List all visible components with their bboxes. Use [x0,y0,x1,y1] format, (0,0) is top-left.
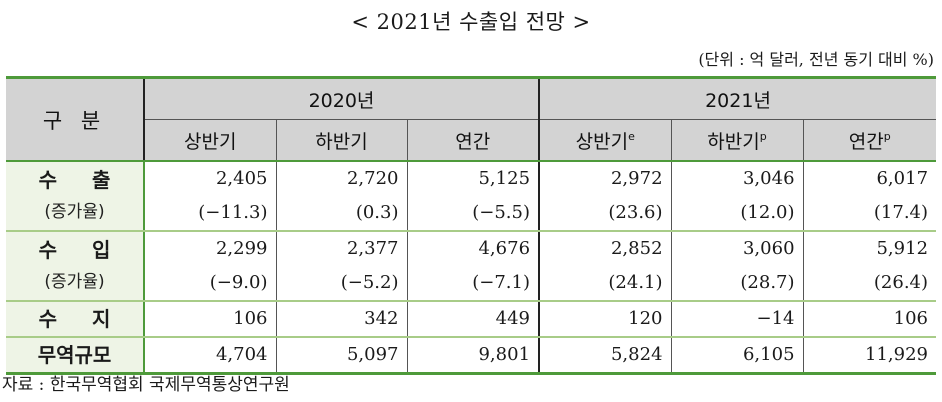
table-cell: 9,801 [407,337,541,375]
table-cell: 449 [407,301,541,338]
table-cell: 5,824 [539,337,672,375]
table-row-balance: 수 지 106 342 449 120 −14 106 [6,301,937,338]
table-cell: 5,097 [276,337,408,375]
table-cell: 120 [539,301,672,338]
table-row-imports: 수 입 (증가율) 2,299 (−9.0) 2,377 (−5.2) 4,676(… [6,231,937,302]
table-cell: 2,972 (23.6) [539,161,672,232]
row-label: 수 입 (증가율) [6,231,145,302]
table-title: < 2021년 수출입 전망 > [351,10,591,34]
period-header: 상반기e [539,119,672,162]
table-cell: 5,912 (26.4) [803,231,937,302]
period-header: 상반기 [144,119,277,162]
period-header: 연간 [407,119,541,162]
period-header: 하반기 [276,119,408,162]
trade-outlook-table: 구 분 2020년 2021년 상반기 하반기 연간 상반기e 하반기p 연간p… [6,76,937,375]
table-row-trade-volume: 무역규모 4,704 5,097 9,801 5,824 6,105 11,92… [6,337,937,375]
table-cell: 6,017 (17.4) [803,161,937,232]
table-cell: 5,125 (−5.5) [407,161,541,232]
corner-header: 구 분 [6,76,145,162]
estimate-marker: e [628,129,635,143]
table-cell: 342 [276,301,408,338]
projection-marker: p [883,129,891,143]
table-cell: 4,704 [144,337,277,375]
table-cell: 2,299 (−9.0) [144,231,277,302]
row-label: 무역규모 [6,337,145,375]
table-cell: 2,377 (−5.2) [276,231,408,302]
table-cell: −14 [671,301,804,338]
table-cell: 6,105 [671,337,804,375]
period-header: 연간p [803,119,937,162]
projection-marker: p [759,129,767,143]
table-cell: 106 [803,301,937,338]
table-cell: 2,405 (−11.3) [144,161,277,232]
unit-note: (단위 : 억 달러, 전년 동기 대비 %) [698,50,934,69]
year-header-2020: 2020년 [144,76,541,120]
table-cell: 2,852 (24.1) [539,231,672,302]
table-cell: 4,676 (−7.1) [407,231,541,302]
table-cell: 2,720 (0.3) [276,161,408,232]
row-label: 수 출 (증가율) [6,161,145,232]
year-header-2021: 2021년 [539,76,937,120]
source-note: 자료 : 한국무역협회 국제무역통상연구원 [2,375,290,395]
table-row-exports: 수 출 (증가율) 2,405 (−11.3) 2,720 (0.3) 5,125(… [6,161,937,232]
row-label: 수 지 [6,301,145,338]
table-cell: 106 [144,301,277,338]
table-cell: 3,046 (12.0) [671,161,804,232]
period-header: 하반기p [671,119,804,162]
table-cell: 11,929 [803,337,937,375]
table-cell: 3,060 (28.7) [671,231,804,302]
